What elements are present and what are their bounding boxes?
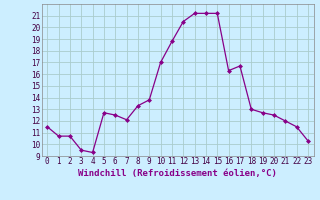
X-axis label: Windchill (Refroidissement éolien,°C): Windchill (Refroidissement éolien,°C) [78, 169, 277, 178]
